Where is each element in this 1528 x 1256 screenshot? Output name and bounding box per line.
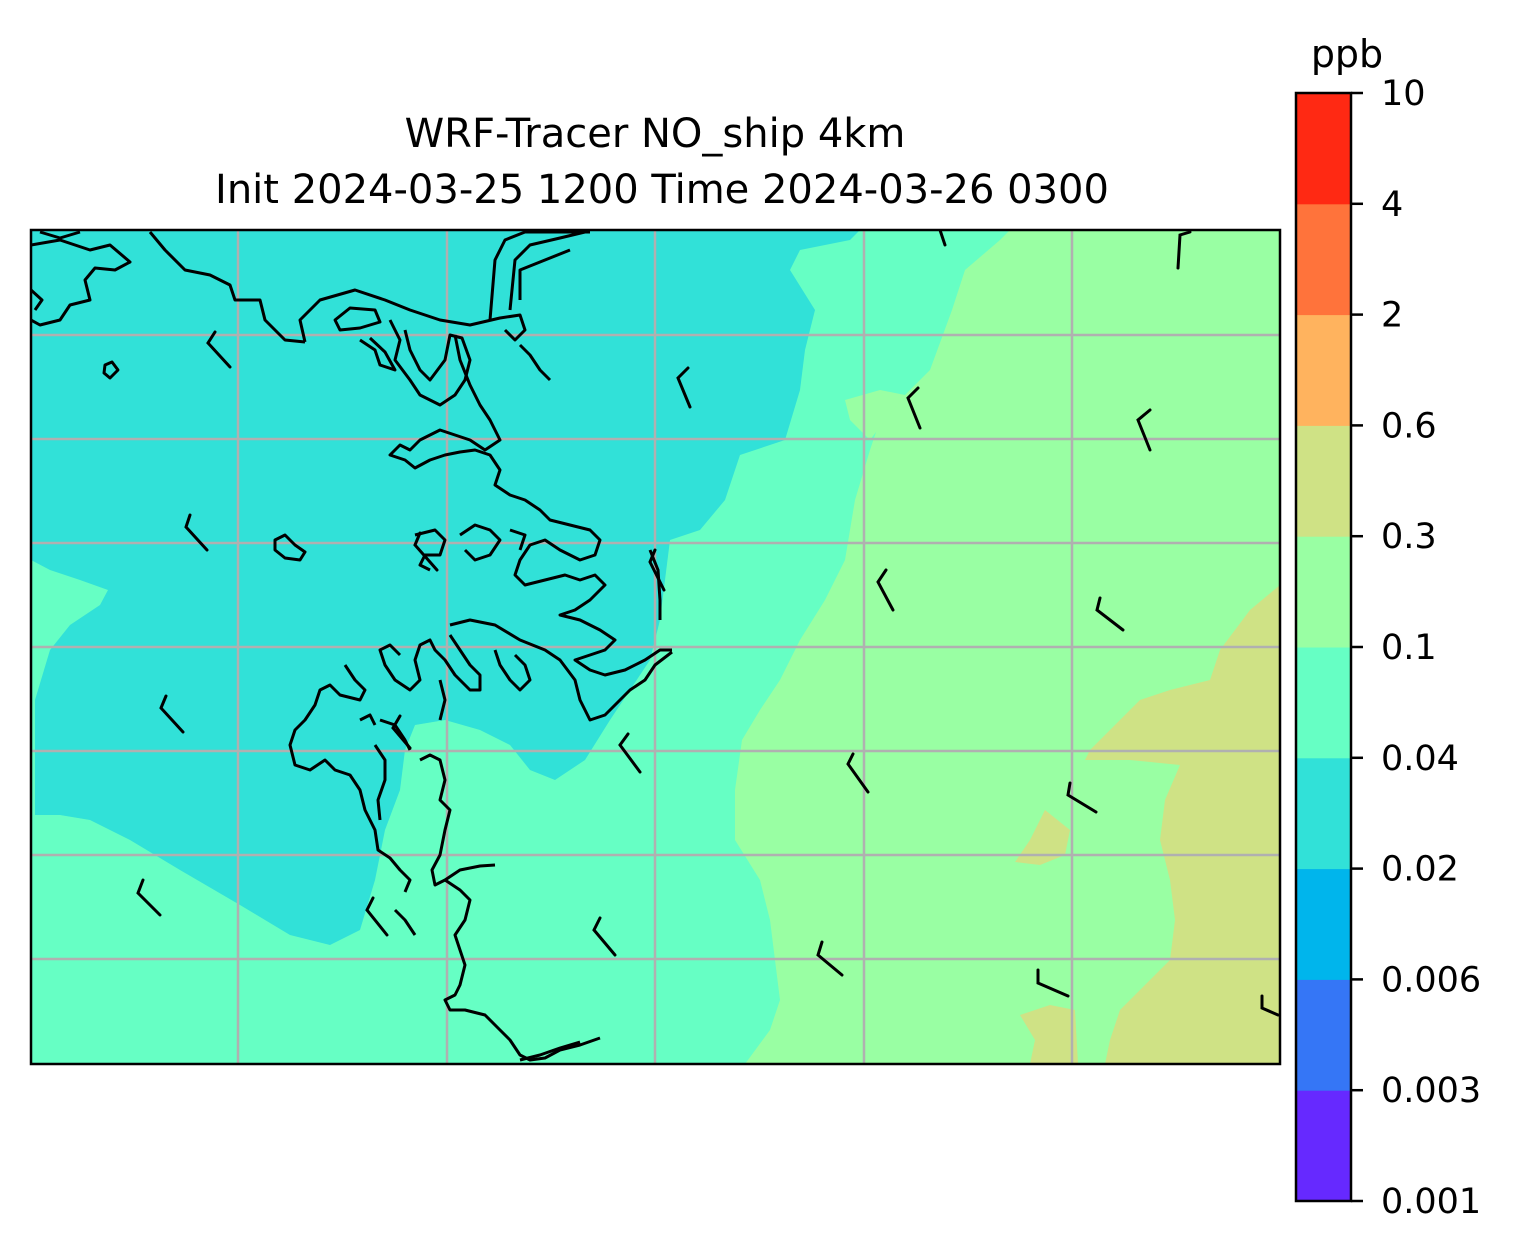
contour-band-0.1-0.3-notch [845, 390, 905, 440]
colorbar-tick-label: 0.006 [1381, 960, 1481, 1000]
colorbar-segment [1296, 647, 1351, 759]
colorbar-segment [1296, 203, 1351, 316]
colorbar-segment [1296, 425, 1351, 537]
map-frame [29, 228, 1282, 1066]
coastlines [31, 230, 673, 1062]
colorbar-tick-label: 0.3 [1381, 517, 1437, 557]
gridlines [31, 230, 1280, 1064]
colorbar-unit: ppb [1311, 32, 1383, 76]
map-title-line1: WRF-Tracer NO_ship 4km [405, 111, 906, 157]
colorbar-tick-label: 0.02 [1381, 850, 1459, 890]
colorbar-segment [1296, 868, 1351, 980]
colorbar-segment [1296, 314, 1351, 426]
map-title-line2: Init 2024-03-25 1200 Time 2024-03-26 030… [215, 167, 1109, 213]
colorbar-segment [1296, 979, 1351, 1091]
contour-band-0.3-0.6 [1085, 585, 1280, 1064]
colorbar-tick-label: 0.04 [1381, 739, 1459, 779]
wind-barbs [136, 230, 1280, 1017]
colorbar-tick-label: 0.6 [1381, 406, 1437, 446]
contour-band-0.3-0.6-patch1 [1015, 810, 1070, 865]
colorbar-tick-label: 2 [1381, 296, 1403, 336]
colorbar: 0.001 0.003 0.006 0.02 0.04 0.1 0.3 0.6 2 4 10 [1296, 74, 1481, 1222]
colorbar-frame [1294, 91, 1353, 1203]
colorbar-tick-label: 0.003 [1381, 1071, 1481, 1111]
colorbar-tick-label: 0.001 [1381, 1182, 1481, 1222]
colorbar-segment [1296, 93, 1351, 205]
colorbar-segment [1296, 757, 1351, 870]
colorbar-segment [1296, 1090, 1351, 1202]
colorbar-tick-label: 10 [1381, 74, 1426, 114]
map-panel [31, 230, 1280, 1064]
colorbar-tick-label: 4 [1381, 185, 1403, 225]
colorbar-segment [1296, 536, 1351, 648]
contour-band-0.3-0.6-patch2 [1020, 1005, 1078, 1064]
colorbar-tick-label: 0.1 [1381, 628, 1437, 668]
